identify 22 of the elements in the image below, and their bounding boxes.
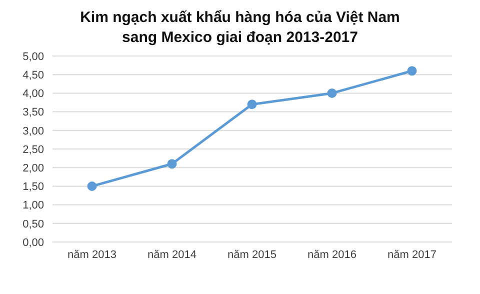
y-tick-label: 2,50 (22, 144, 44, 156)
x-tick-label: năm 2013 (68, 248, 116, 261)
y-tick-label: 4,50 (22, 70, 44, 82)
x-tick-label: năm 2015 (228, 248, 276, 261)
point (407, 66, 417, 76)
x-tick-label: năm 2014 (148, 248, 196, 261)
y-tick-label: 3,00 (22, 125, 44, 138)
y-tick-label: 4,00 (22, 88, 44, 100)
point (87, 181, 97, 191)
point (247, 100, 257, 110)
point (167, 159, 177, 169)
y-tick-label: 1,00 (22, 200, 44, 212)
point (327, 88, 337, 98)
y-tick-label: 3,50 (22, 106, 44, 119)
x-tick-label: năm 2016 (308, 248, 356, 261)
y-tick-label: 1,50 (22, 181, 44, 194)
x-tick-label: năm 2017 (388, 248, 436, 261)
y-tick-label: 0,00 (22, 236, 44, 249)
y-tick-label: 5,00 (22, 50, 44, 63)
y-tick-label: 2,00 (22, 162, 44, 175)
y-tick-label: 0,50 (22, 218, 44, 230)
chart-title: Kim ngạch xuất khẩu hàng hóa của Việt Nam sang Mexico giai đoạn 2013-2017 (79, 8, 401, 48)
